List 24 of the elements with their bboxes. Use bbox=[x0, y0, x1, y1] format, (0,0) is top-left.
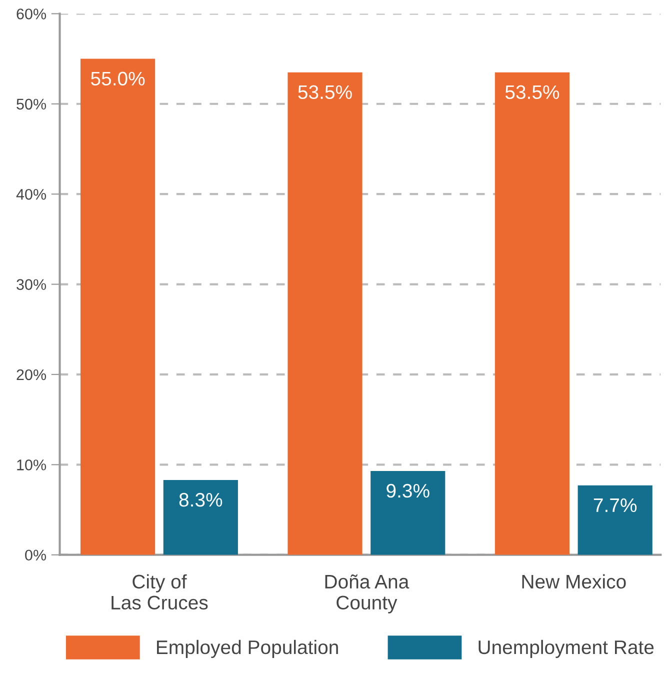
x-tick-label: City of Las Cruces bbox=[112, 574, 208, 610]
y-tick-label: 20% bbox=[16, 369, 46, 380]
y-tick-label: 30% bbox=[16, 279, 46, 290]
x-tick-label: New Mexico bbox=[522, 574, 626, 589]
y-tick-label: 0% bbox=[25, 550, 46, 561]
bar bbox=[494, 72, 570, 555]
legend-label: Unemployment Rate bbox=[478, 640, 654, 658]
data-label: 55.0% bbox=[90, 72, 145, 86]
y-tick-label: 60% bbox=[16, 8, 46, 20]
y-tick-label: 50% bbox=[16, 98, 46, 110]
data-label: 53.5% bbox=[505, 85, 560, 100]
bar bbox=[578, 485, 652, 555]
legend-label: Employed Population bbox=[157, 640, 338, 658]
bar bbox=[80, 58, 156, 555]
bar bbox=[370, 470, 446, 555]
bar bbox=[288, 72, 362, 555]
x-tick-label: Doña Ana County bbox=[325, 574, 410, 614]
data-label: 9.3% bbox=[386, 484, 430, 498]
y-tick-label: 40% bbox=[16, 188, 46, 200]
data-label: 53.5% bbox=[298, 85, 352, 100]
bar bbox=[163, 480, 238, 555]
y-tick-label: 10% bbox=[17, 460, 46, 470]
data-label: 8.3% bbox=[179, 492, 222, 507]
data-label: 7.7% bbox=[594, 498, 637, 512]
